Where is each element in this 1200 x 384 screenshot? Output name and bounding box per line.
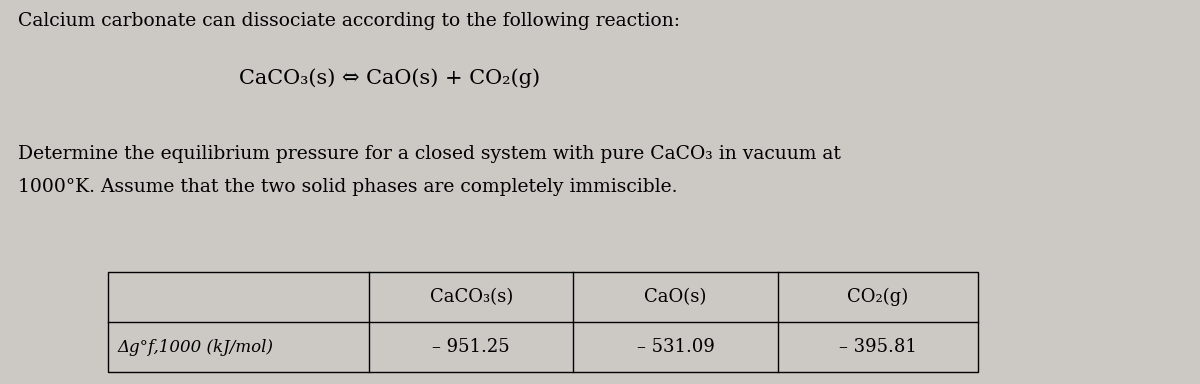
Text: Δg°f,1000 (kJ/mol): Δg°f,1000 (kJ/mol) [118, 339, 274, 356]
Text: – 531.09: – 531.09 [637, 338, 715, 356]
Text: CaO(s): CaO(s) [644, 288, 707, 306]
Text: Calcium carbonate can dissociate according to the following reaction:: Calcium carbonate can dissociate accordi… [18, 12, 680, 30]
Text: – 951.25: – 951.25 [432, 338, 510, 356]
Text: CaCO₃(s): CaCO₃(s) [430, 288, 512, 306]
Text: 1000°K. Assume that the two solid phases are completely immiscible.: 1000°K. Assume that the two solid phases… [18, 178, 678, 196]
Text: CaCO₃(s) ⇔ CaO(s) + CO₂(g): CaCO₃(s) ⇔ CaO(s) + CO₂(g) [240, 68, 540, 88]
Text: CO₂(g): CO₂(g) [847, 288, 908, 306]
Text: – 395.81: – 395.81 [839, 338, 917, 356]
Text: Determine the equilibrium pressure for a closed system with pure CaCO₃ in vacuum: Determine the equilibrium pressure for a… [18, 145, 841, 163]
